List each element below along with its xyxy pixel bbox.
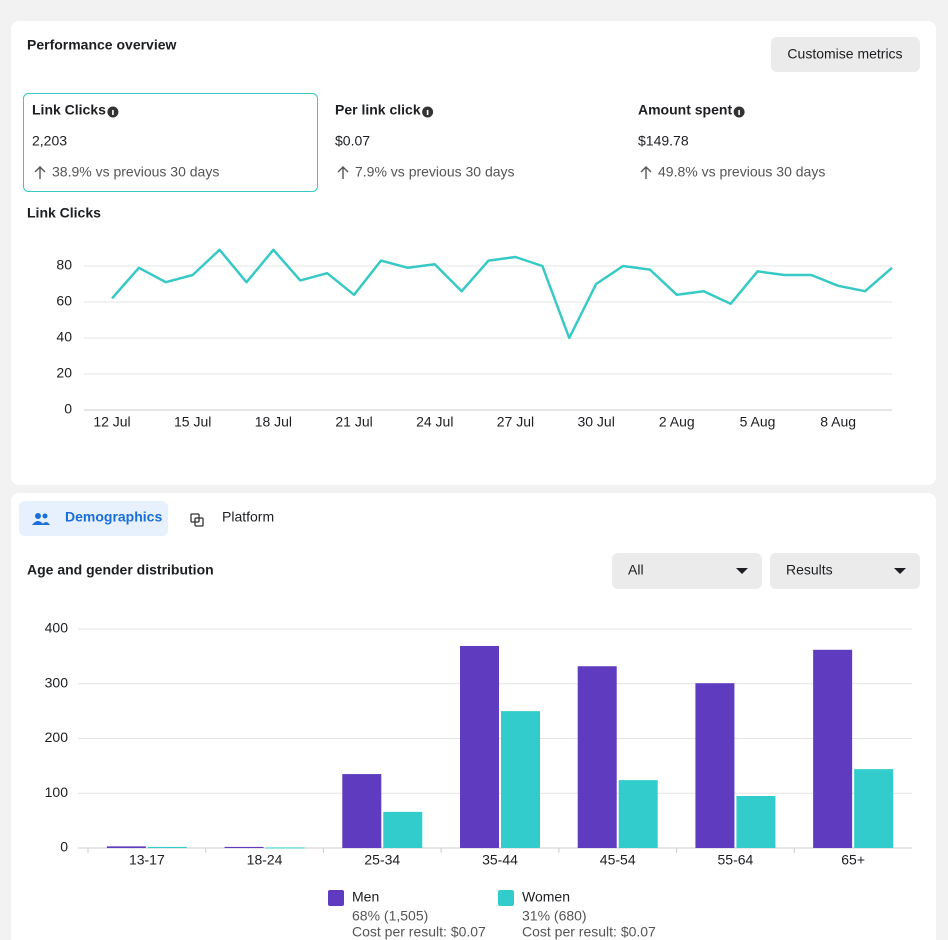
bar [501,711,540,848]
x-tick-label: 2 Aug [659,414,695,430]
legend-cost: Cost per result: $0.07 [522,924,656,940]
metric-value: $0.07 [335,133,370,149]
x-tick-label: 25-34 [364,852,400,868]
x-tick-label: 12 Jul [93,414,130,430]
bar [854,769,894,848]
filter-dropdown[interactable] [612,553,762,589]
overview-card [11,21,936,485]
bar [106,846,146,848]
bar [736,795,776,848]
info-icon-mark [112,110,114,115]
dropdown-arrow [894,568,906,574]
bar [618,780,658,848]
y-tick-label: 20 [56,365,72,381]
metric-label: Per link click [335,102,421,118]
customise-label[interactable]: Customise metrics [787,46,902,62]
x-tick-label: 18 Jul [255,414,292,430]
bar [695,683,735,848]
x-tick-label: 35-44 [482,852,518,868]
dropdown-arrow [736,568,748,574]
y-tick-label: 40 [56,329,72,345]
y-tick-label: 0 [64,401,72,417]
y-tick-label: 60 [56,293,72,309]
x-tick-label: 45-54 [600,852,636,868]
x-tick-label: 18-24 [247,852,283,868]
legend-swatch [328,890,344,906]
bar [342,774,382,848]
x-tick-label: 21 Jul [335,414,372,430]
metric-label: Link Clicks [32,102,106,118]
bar [265,847,305,849]
metric-change: 49.8% vs previous 30 days [658,164,825,180]
tab-active[interactable] [19,501,168,536]
legend-share: 68% (1,505) [352,908,428,924]
y-tick-label: 200 [45,729,69,745]
filter-label[interactable]: All [628,562,644,578]
info-icon-mark [738,110,740,115]
bar [383,811,423,848]
tab-label[interactable]: Demographics [65,509,162,525]
legend-cost: Cost per result: $0.07 [352,924,486,940]
section-title: Performance overview [27,37,177,53]
x-tick-label: 5 Aug [740,414,776,430]
x-tick-label: 27 Jul [497,414,534,430]
bar [224,846,264,848]
y-tick-label: 400 [45,620,69,636]
legend-label: Men [352,889,379,905]
bar [577,666,617,848]
x-tick-label: 8 Aug [820,414,856,430]
metric-value: $149.78 [638,133,689,149]
metric-value: 2,203 [32,133,67,149]
y-tick-label: 300 [45,674,69,690]
customise-button[interactable] [771,37,920,72]
y-tick-label: 0 [60,839,68,855]
chart-title: Link Clicks [27,205,101,221]
x-tick-label: 65+ [841,852,865,868]
line [111,248,893,340]
metric-selected[interactable] [23,93,318,192]
up-arrow [34,166,46,179]
y-tick-label: 100 [45,784,69,800]
x-tick-label: 15 Jul [174,414,211,430]
legend-share: 31% (680) [522,908,587,924]
y-tick-label: 80 [56,257,72,273]
legend-label: Women [522,889,570,905]
platform-icon [190,513,204,527]
up-arrow [337,166,349,179]
x-tick-label: 30 Jul [577,414,614,430]
bar [460,645,499,848]
x-tick-label: 55-64 [718,852,754,868]
x-tick-label: 24 Jul [416,414,453,430]
up-arrow [640,166,652,179]
metric-change: 38.9% vs previous 30 days [52,164,219,180]
tab-label[interactable]: Platform [222,509,274,525]
info-icon-mark [426,110,429,115]
bar [147,846,187,848]
metric-change: 7.9% vs previous 30 days [355,164,515,180]
legend-swatch [498,890,514,906]
bar [813,649,853,848]
people-icon [32,513,50,525]
x-tick-label: 13-17 [129,852,165,868]
filter-dropdown[interactable] [770,553,920,589]
metric-label: Amount spent [638,102,732,118]
chart-title: Age and gender distribution [27,562,214,578]
filter-label[interactable]: Results [786,562,833,578]
